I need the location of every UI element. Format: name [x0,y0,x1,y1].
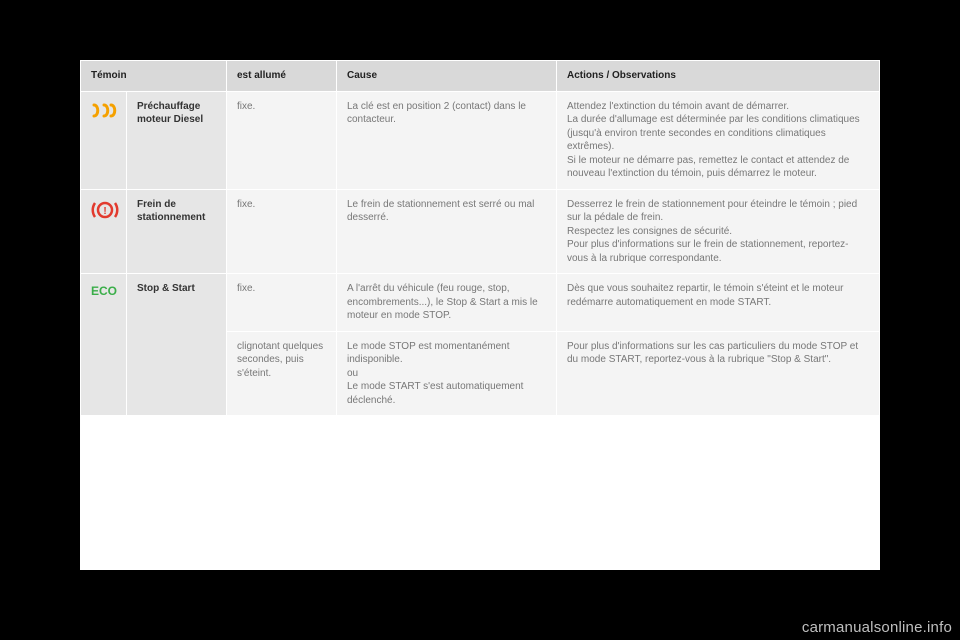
table-row: ! Frein de stationnement fixe. Le frein … [81,189,880,274]
row-action: Attendez l'extinction du témoin avant de… [557,91,880,189]
row-label: Frein de stationnement [127,189,227,274]
svg-text:ECO: ECO [91,284,117,298]
row-state: fixe. [227,189,337,274]
row-cause: A l'arrêt du véhicule (feu rouge, stop, … [337,274,557,332]
row-action: Desserrez le frein de stationnement pour… [557,189,880,274]
row-state: fixe. [227,274,337,332]
table-row: ECO Stop & Start fixe. A l'arrêt du véhi… [81,274,880,332]
eco-icon: ECO [91,284,121,303]
row-cause: Le mode STOP est momentanément indisponi… [337,331,557,416]
row-label: Préchauffage moteur Diesel [127,91,227,189]
preheat-icon [91,102,117,125]
warning-lights-table: Témoin est allumé Cause Actions / Observ… [80,60,880,416]
row-state: fixe. [227,91,337,189]
icon-cell [81,91,127,189]
manual-page: Témoin est allumé Cause Actions / Observ… [80,60,880,570]
svg-text:!: ! [103,206,106,217]
brake-icon: ! [91,200,119,225]
header-actions: Actions / Observations [557,61,880,92]
row-state: clignotant quelques secondes, puis s'éte… [227,331,337,416]
row-cause: Le frein de stationnement est serré ou m… [337,189,557,274]
row-cause: La clé est en position 2 (contact) dans … [337,91,557,189]
row-action: Dès que vous souhaitez repartir, le témo… [557,274,880,332]
header-temoin: Témoin [81,61,227,92]
header-cause: Cause [337,61,557,92]
icon-cell: ! [81,189,127,274]
row-action: Pour plus d'informations sur les cas par… [557,331,880,416]
table-row: Préchauffage moteur Diesel fixe. La clé … [81,91,880,189]
header-etat: est allumé [227,61,337,92]
table-header-row: Témoin est allumé Cause Actions / Observ… [81,61,880,92]
icon-cell: ECO [81,274,127,416]
row-label: Stop & Start [127,274,227,416]
watermark-text: carmanualsonline.info [802,619,952,636]
